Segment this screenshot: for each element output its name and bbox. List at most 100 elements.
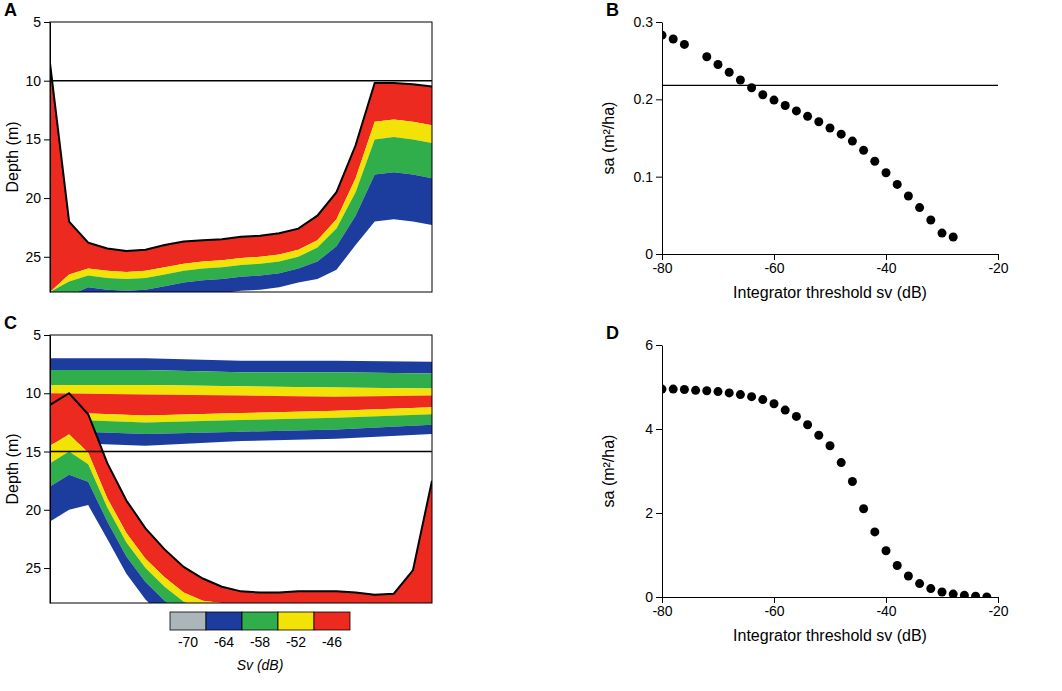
point [702,386,711,395]
tick: 25 [25,249,50,265]
axis-line [662,346,663,598]
tick: 0 [645,589,662,605]
plot-area [662,31,998,242]
plot-area [662,385,991,597]
tick: 15 [25,444,50,460]
tick-label: 4 [645,421,653,437]
point [669,35,678,44]
tick-mark [656,22,662,23]
tick: -40 [876,254,896,276]
bottom-line [50,63,432,251]
point [803,112,812,121]
point [714,60,723,69]
frame [50,335,432,603]
point [826,441,835,450]
axis: 510152025 [25,327,50,604]
point [982,593,991,598]
tick-label: 5 [33,14,41,30]
tick: 5 [33,14,50,30]
point [662,31,667,40]
colorbar-label: -58 [250,634,270,650]
tick: 25 [25,560,50,576]
tick-label: 0.2 [634,91,654,107]
colorbar-cell [278,612,314,630]
tick-label: -60 [764,260,784,276]
point [837,458,846,467]
tick-mark [44,452,50,453]
point [680,385,689,394]
tick-mark [44,139,50,140]
echo-band [50,425,432,446]
tick-mark [44,81,50,82]
axis: 510152025 [25,14,50,293]
tick: -80 [652,597,672,619]
point [725,68,734,77]
axis: -80-60-40-20 [652,254,1008,276]
colorbar-label: -46 [322,634,342,650]
tick: -40 [876,597,896,619]
point [859,504,868,513]
point [725,388,734,397]
tick-mark [44,510,50,511]
echo-band [50,172,432,292]
tick-label: -80 [652,603,672,619]
tick: -20 [988,597,1008,619]
point [904,192,913,201]
point [814,117,823,126]
bottom-line [50,393,432,595]
tick-label: 15 [25,444,41,460]
tick: 0.3 [634,14,662,30]
tick-mark [44,198,50,199]
tick: 6 [645,337,662,353]
axis: -80 -60 -40 -20 [652,597,1008,619]
point [971,592,980,597]
point [893,561,902,570]
point [792,412,801,421]
tick-mark [44,22,50,23]
colorbar-label: -52 [286,634,306,650]
frame [50,22,432,292]
axis-title: Integrator threshold sv (dB) [733,627,927,644]
point [747,83,756,92]
tick-label: 15 [25,131,41,147]
point [758,395,767,404]
point [926,584,935,593]
panel-letter: B [606,0,619,20]
tick-label: -60 [764,603,784,619]
point [736,390,745,399]
point [904,572,913,581]
tick-label: 0 [645,246,653,262]
tick-mark [44,568,50,569]
tick: 0.2 [634,91,662,107]
figure: 510152025Depth (m)A-80-60-40-2000.10.20.… [0,0,1062,691]
tick: 0.1 [634,169,662,185]
point [882,168,891,177]
plot-area [50,63,432,292]
point [747,392,756,401]
point [758,90,767,99]
axis-line [663,597,999,598]
point [960,591,969,597]
tick: 10 [25,385,50,401]
point [781,101,790,110]
panel: 510152025Depth (m)C [4,313,432,644]
axis-line [50,23,51,293]
tick-mark [656,99,662,100]
tick-label: 6 [645,337,653,353]
reference-line [50,451,432,453]
point [848,137,857,146]
axis: 0 0.1 0.2 0.3 [634,14,663,262]
tick-label: 10 [25,73,41,89]
point [770,96,779,105]
axis-line [663,254,999,255]
colorbar-title: Sv (dB) [237,657,284,673]
tick-label: -20 [988,603,1008,619]
tick-label: 25 [25,249,41,265]
axis-title: sa (m²/ha) [600,102,617,175]
tick: -60 [764,597,784,619]
colorbar-cell [206,612,242,630]
point [938,587,947,596]
panel: -80-60-40-2000.10.20.3Integrator thresho… [600,0,1009,301]
plot-area [50,358,432,603]
tick-label: -20 [988,260,1008,276]
